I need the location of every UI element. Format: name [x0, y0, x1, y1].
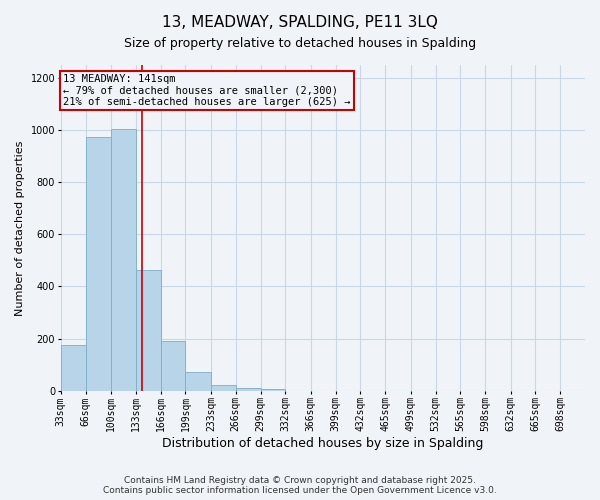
- Bar: [86, 136, 111, 390]
- Bar: [185, 372, 211, 390]
- Text: Contains HM Land Registry data © Crown copyright and database right 2025.
Contai: Contains HM Land Registry data © Crown c…: [103, 476, 497, 495]
- Bar: [136, 270, 161, 390]
- Y-axis label: Number of detached properties: Number of detached properties: [15, 140, 25, 316]
- Bar: [161, 341, 185, 390]
- X-axis label: Distribution of detached houses by size in Spalding: Distribution of detached houses by size …: [162, 437, 484, 450]
- Text: 13 MEADWAY: 141sqm
← 79% of detached houses are smaller (2,300)
21% of semi-deta: 13 MEADWAY: 141sqm ← 79% of detached hou…: [63, 74, 350, 108]
- Text: 13, MEADWAY, SPALDING, PE11 3LQ: 13, MEADWAY, SPALDING, PE11 3LQ: [162, 15, 438, 30]
- Bar: [211, 386, 236, 390]
- Bar: [61, 345, 86, 391]
- Text: Size of property relative to detached houses in Spalding: Size of property relative to detached ho…: [124, 38, 476, 51]
- Bar: [236, 388, 260, 390]
- Bar: [111, 129, 136, 390]
